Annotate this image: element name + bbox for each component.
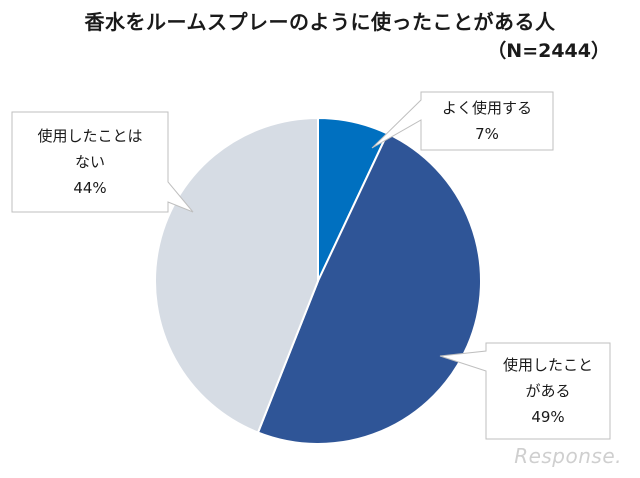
chart-title: 香水をルームスプレーのように使ったことがある人 (84, 10, 556, 34)
slice-name-label: がある (525, 382, 570, 400)
callout-box (439, 342, 611, 440)
callout-box (11, 111, 194, 213)
pie-slice-2 (154, 116, 319, 434)
chart-subtitle: （N=2444） (487, 40, 610, 62)
slice-value-label: 7% (475, 125, 499, 143)
slice-value-label: 49% (531, 408, 564, 426)
slice-name-label: 使用したことは (37, 127, 142, 145)
watermark-logo: Response. (514, 444, 622, 468)
slice-name-label: ない (75, 153, 105, 171)
pie-slices (154, 116, 482, 445)
slice-name-label: 使用したこと (503, 356, 593, 374)
callout-box (371, 91, 554, 151)
callout-0: よく使用する 7% (371, 91, 554, 151)
pie-slice-1 (256, 132, 482, 445)
slice-name-label: よく使用する (442, 99, 532, 117)
slice-value-label: 44% (73, 179, 106, 197)
